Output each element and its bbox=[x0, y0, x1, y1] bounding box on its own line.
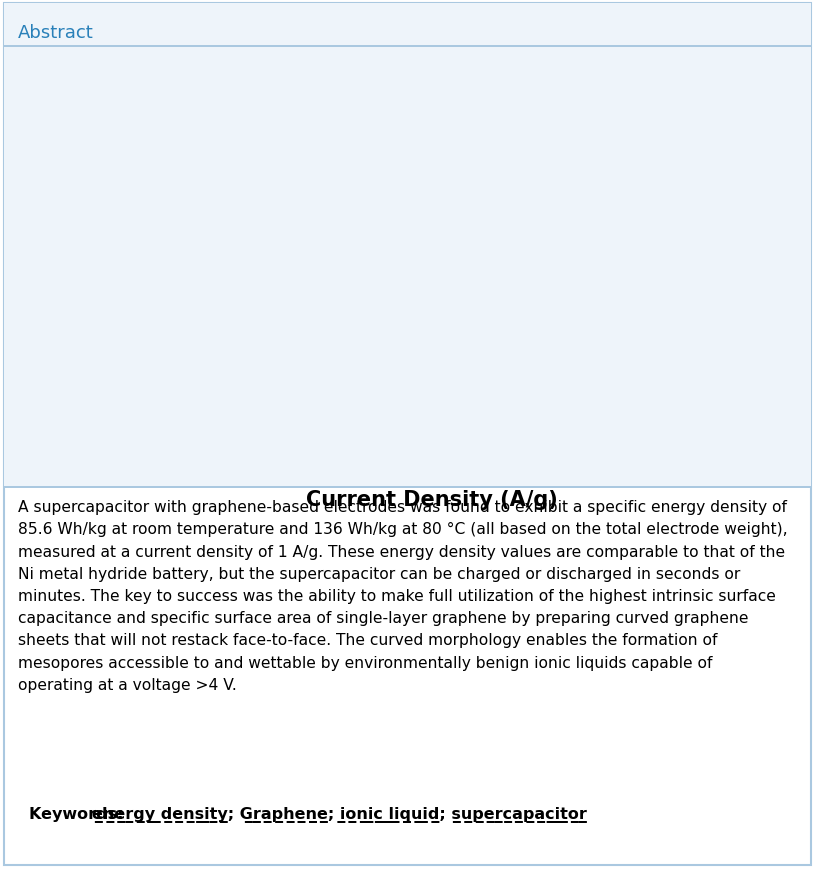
Point bbox=[249, 156, 262, 169]
Text: Keywords:: Keywords: bbox=[29, 806, 129, 821]
Text: Refs.: Refs. bbox=[227, 285, 283, 304]
Text: e̲n̲e̲r̲g̲y̲ ̲d̲e̲n̲s̲i̲t̲y̲; G̲r̲a̲p̲h̲e̲n̲e̲; i̲o̲n̲i̲c̲ ̲l̲i̲q̲u̲i̲d̲; s̲u̲p̲: e̲n̲e̲r̲g̲y̲ ̲d̲e̲n̲s̲i̲t̲y̲; G̲r̲a̲p̲h̲… bbox=[92, 806, 587, 822]
Ellipse shape bbox=[135, 340, 241, 389]
Point bbox=[390, 185, 403, 199]
Point bbox=[672, 242, 685, 256]
Text: Abstract: Abstract bbox=[18, 24, 94, 43]
Point bbox=[460, 201, 474, 215]
X-axis label: Current Density (A/g): Current Density (A/g) bbox=[306, 489, 557, 509]
Point bbox=[178, 117, 192, 131]
Y-axis label: Energy Density (Wh/kg): Energy Density (Wh/kg) bbox=[41, 129, 59, 388]
Text: A supercapacitor with graphene-based electrodes was found to exhibit a specific : A supercapacitor with graphene-based ele… bbox=[18, 500, 787, 692]
